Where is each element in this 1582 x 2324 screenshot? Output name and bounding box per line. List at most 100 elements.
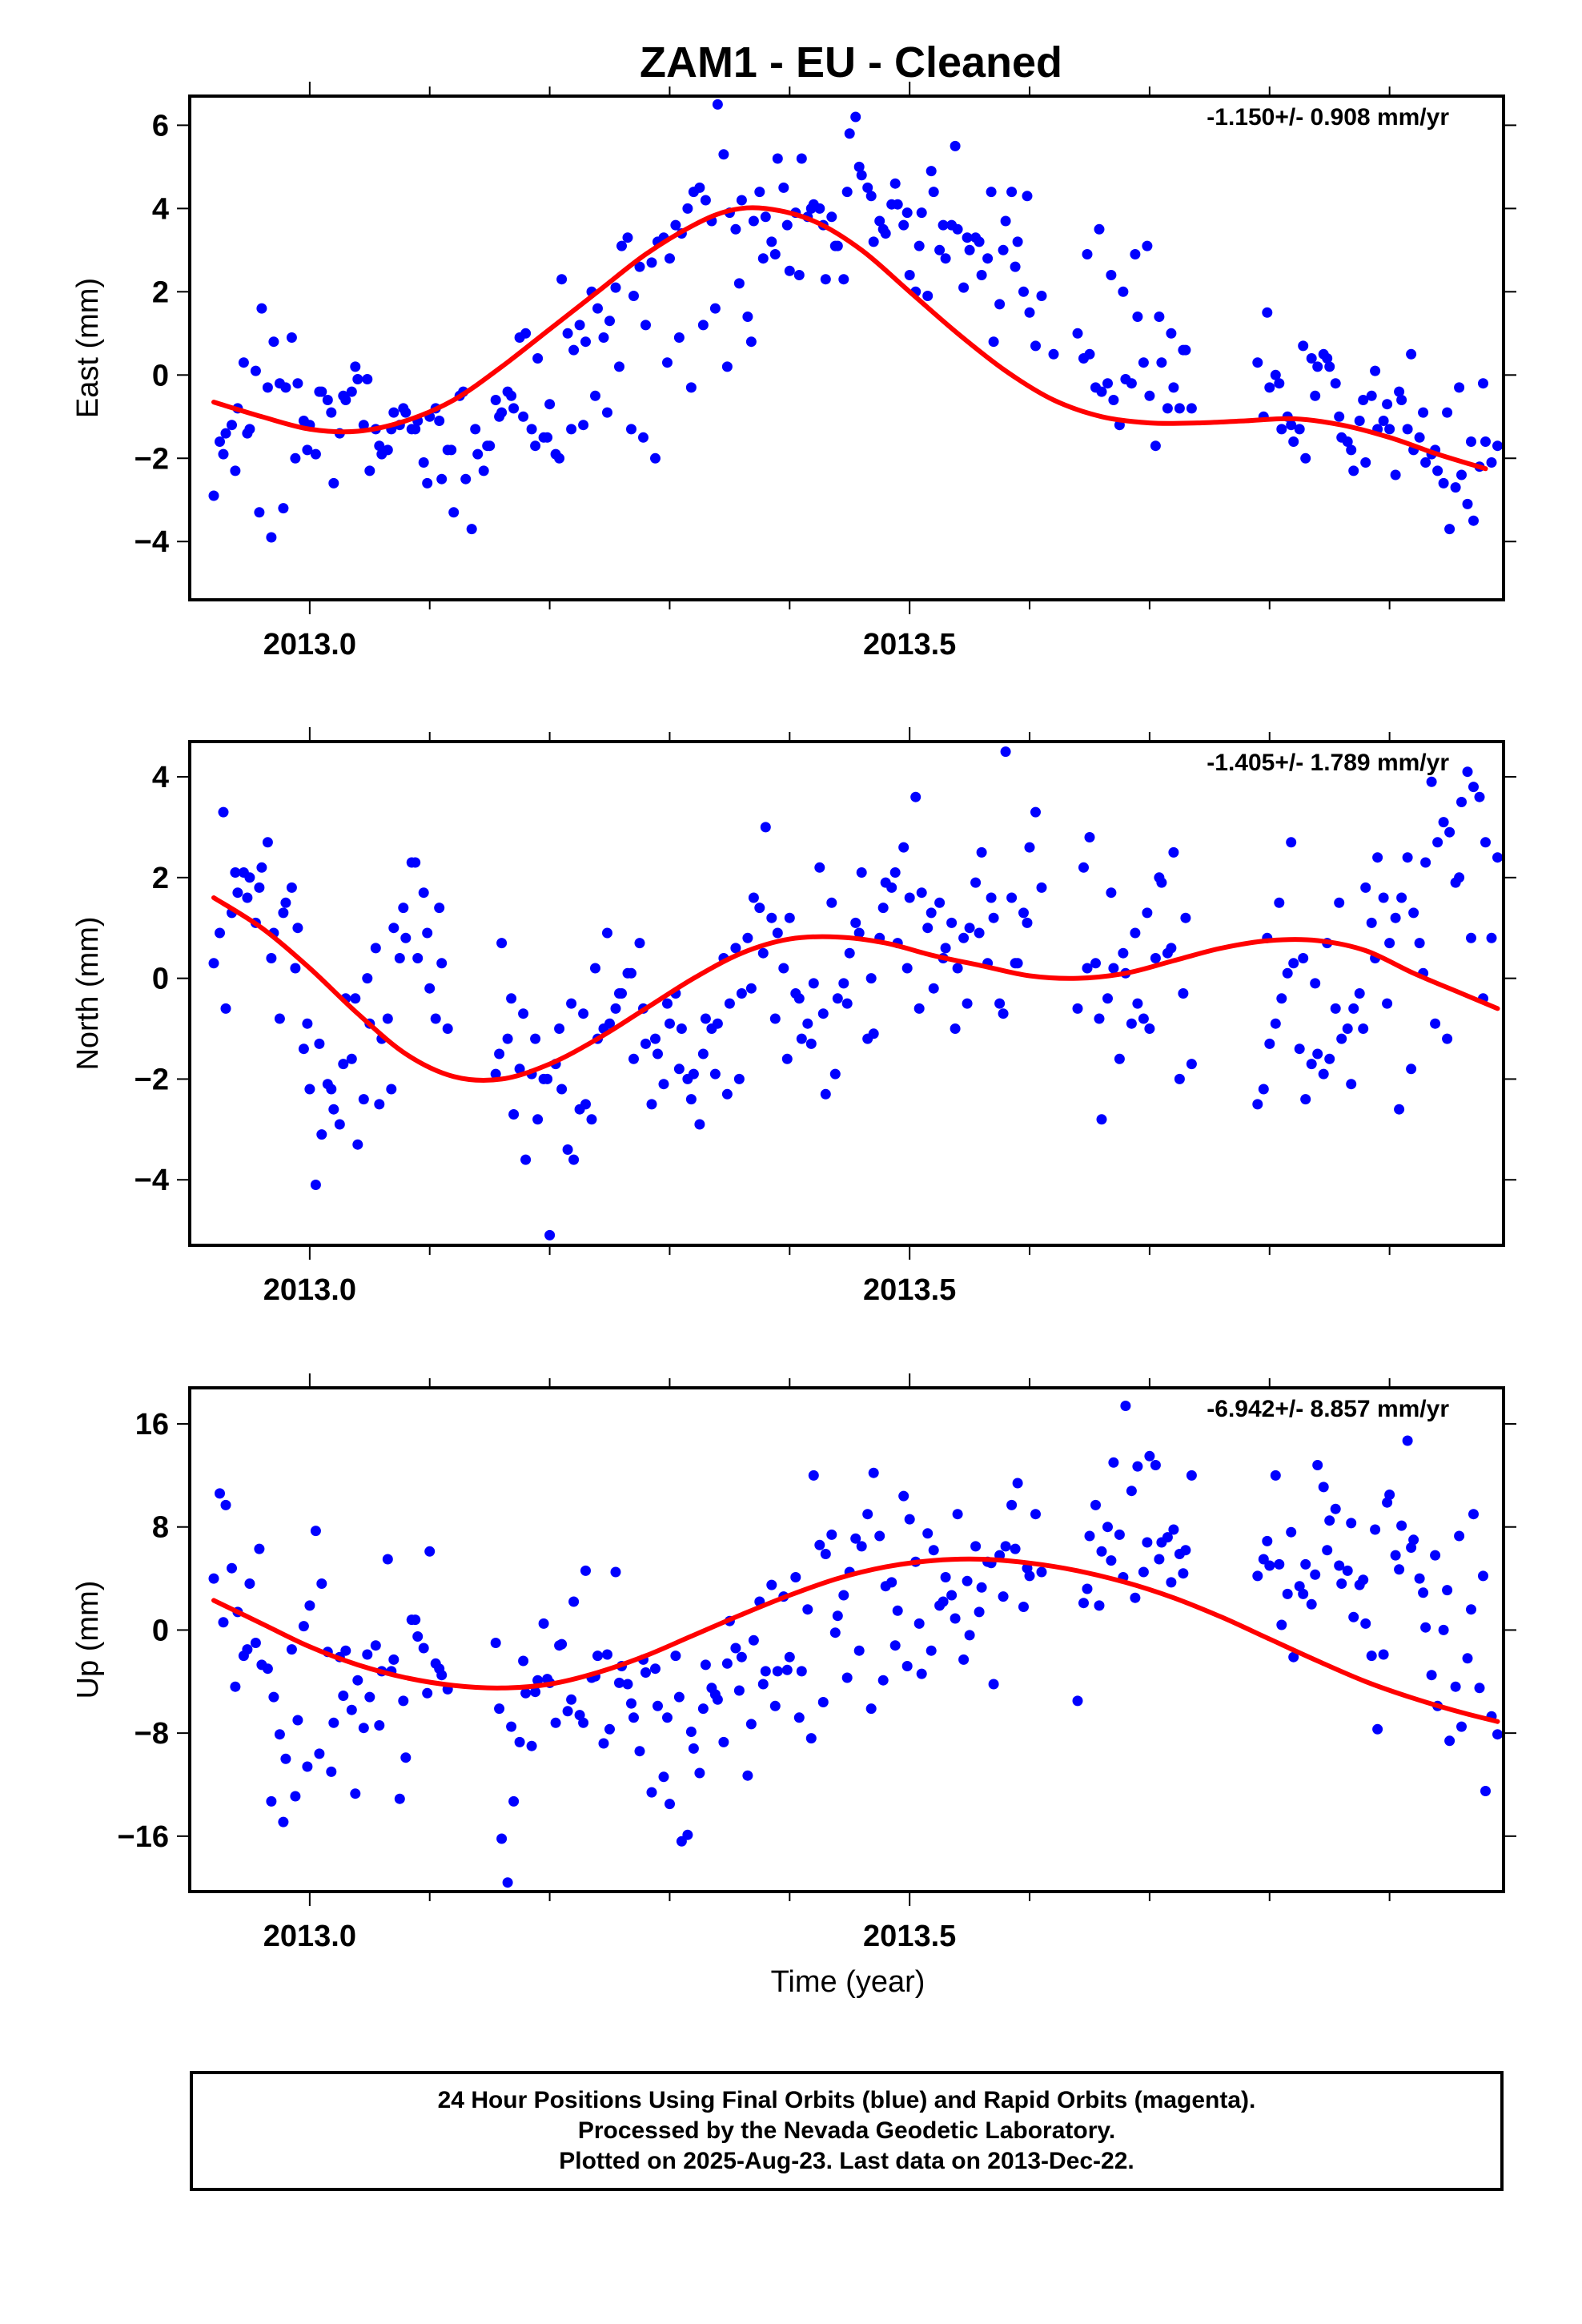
data-point: [1178, 988, 1189, 999]
data-point: [412, 953, 424, 963]
data-point: [1358, 1023, 1369, 1034]
data-point: [1306, 1059, 1317, 1070]
data-point: [634, 261, 645, 272]
data-point: [490, 1068, 501, 1080]
data-point: [326, 407, 337, 418]
data-layer-up: [208, 1401, 1502, 1888]
data-point: [626, 1698, 636, 1709]
data-point: [242, 1644, 253, 1655]
data-point: [358, 1723, 369, 1734]
data-point: [766, 236, 777, 247]
data-point: [829, 1068, 841, 1080]
data-point: [232, 887, 243, 899]
data-point: [922, 923, 934, 934]
data-point: [1466, 932, 1476, 943]
data-point: [805, 203, 817, 214]
data-point: [578, 420, 589, 431]
data-point: [208, 490, 219, 501]
data-point: [1022, 1562, 1033, 1574]
data-point: [1360, 882, 1371, 893]
data-point: [244, 1578, 255, 1589]
data-point: [817, 1697, 829, 1707]
data-point: [850, 111, 861, 123]
y-tick-label: 0: [152, 1614, 169, 1647]
data-point: [508, 1109, 520, 1120]
data-point: [733, 278, 745, 289]
y-tick-label: 4: [152, 761, 169, 794]
data-point: [310, 1180, 321, 1190]
data-point: [829, 1627, 841, 1638]
data-point: [766, 912, 777, 923]
data-point: [946, 917, 958, 928]
data-point: [338, 1059, 349, 1070]
data-point: [877, 903, 889, 914]
data-point: [302, 1018, 313, 1029]
x-tick-label: 2013.0: [263, 1920, 356, 1953]
data-point: [709, 1068, 721, 1080]
data-point: [254, 507, 265, 518]
data-point: [814, 862, 825, 873]
data-point: [1102, 993, 1113, 1004]
data-point: [1130, 1592, 1141, 1603]
data-point: [518, 1655, 529, 1667]
data-point: [1382, 998, 1393, 1009]
data-point: [410, 424, 421, 435]
data-point: [1282, 1588, 1293, 1599]
data-point: [526, 424, 537, 435]
data-point: [1010, 261, 1021, 272]
data-point: [856, 867, 867, 878]
data-point: [358, 1094, 369, 1105]
data-point: [566, 424, 577, 435]
data-point: [350, 361, 361, 372]
data-point: [568, 1596, 580, 1607]
data-point: [1402, 424, 1413, 435]
data-point: [938, 1596, 949, 1607]
rate-label-east: -1.150+/- 0.908 mm/yr: [1207, 104, 1449, 131]
data-point: [781, 219, 793, 231]
data-point: [772, 153, 783, 164]
data-point: [862, 182, 873, 193]
data-point: [478, 465, 489, 476]
data-point: [1450, 1681, 1461, 1692]
data-point: [730, 943, 741, 954]
data-point: [1000, 215, 1011, 227]
data-point: [254, 1543, 265, 1554]
y-tick-label: 4: [152, 192, 169, 226]
data-point: [1396, 1520, 1407, 1531]
data-point: [634, 1746, 645, 1757]
data-point: [1394, 1564, 1405, 1575]
data-point: [646, 1099, 657, 1110]
data-point: [266, 532, 277, 543]
data-point: [292, 1715, 303, 1726]
data-point: [340, 1645, 351, 1656]
footer-line-1: 24 Hour Positions Using Final Orbits (bl…: [437, 2087, 1256, 2113]
data-point: [1384, 938, 1395, 949]
data-point: [1006, 1499, 1018, 1510]
data-point: [592, 1651, 603, 1662]
data-point: [598, 1738, 609, 1749]
data-point: [694, 182, 705, 193]
data-point: [1096, 386, 1107, 397]
data-point: [374, 1099, 385, 1110]
data-point: [964, 244, 975, 255]
data-point: [1330, 1503, 1341, 1514]
data-point: [748, 1634, 759, 1646]
data-point: [1132, 1461, 1143, 1472]
data-point: [580, 336, 591, 348]
data-point: [982, 253, 994, 264]
fit-curve-north: [211, 895, 1500, 1083]
data-point: [346, 1704, 357, 1715]
panel-north: 2013.0 2013.5 −4 −2 0 2 4 North (mm) -1.405+/- 1…: [71, 727, 1516, 1307]
data-point: [424, 1546, 436, 1557]
data-point: [958, 1654, 970, 1665]
rate-label-up: -6.942+/- 8.857 mm/yr: [1207, 1396, 1449, 1422]
data-point: [1276, 424, 1287, 435]
data-point: [1108, 1457, 1119, 1468]
data-point: [1346, 444, 1357, 456]
data-point: [1366, 1651, 1377, 1662]
data-point: [220, 1499, 231, 1510]
data-point: [658, 1771, 669, 1783]
data-point: [302, 444, 313, 456]
data-point: [532, 1114, 544, 1125]
data-point: [1456, 797, 1467, 807]
